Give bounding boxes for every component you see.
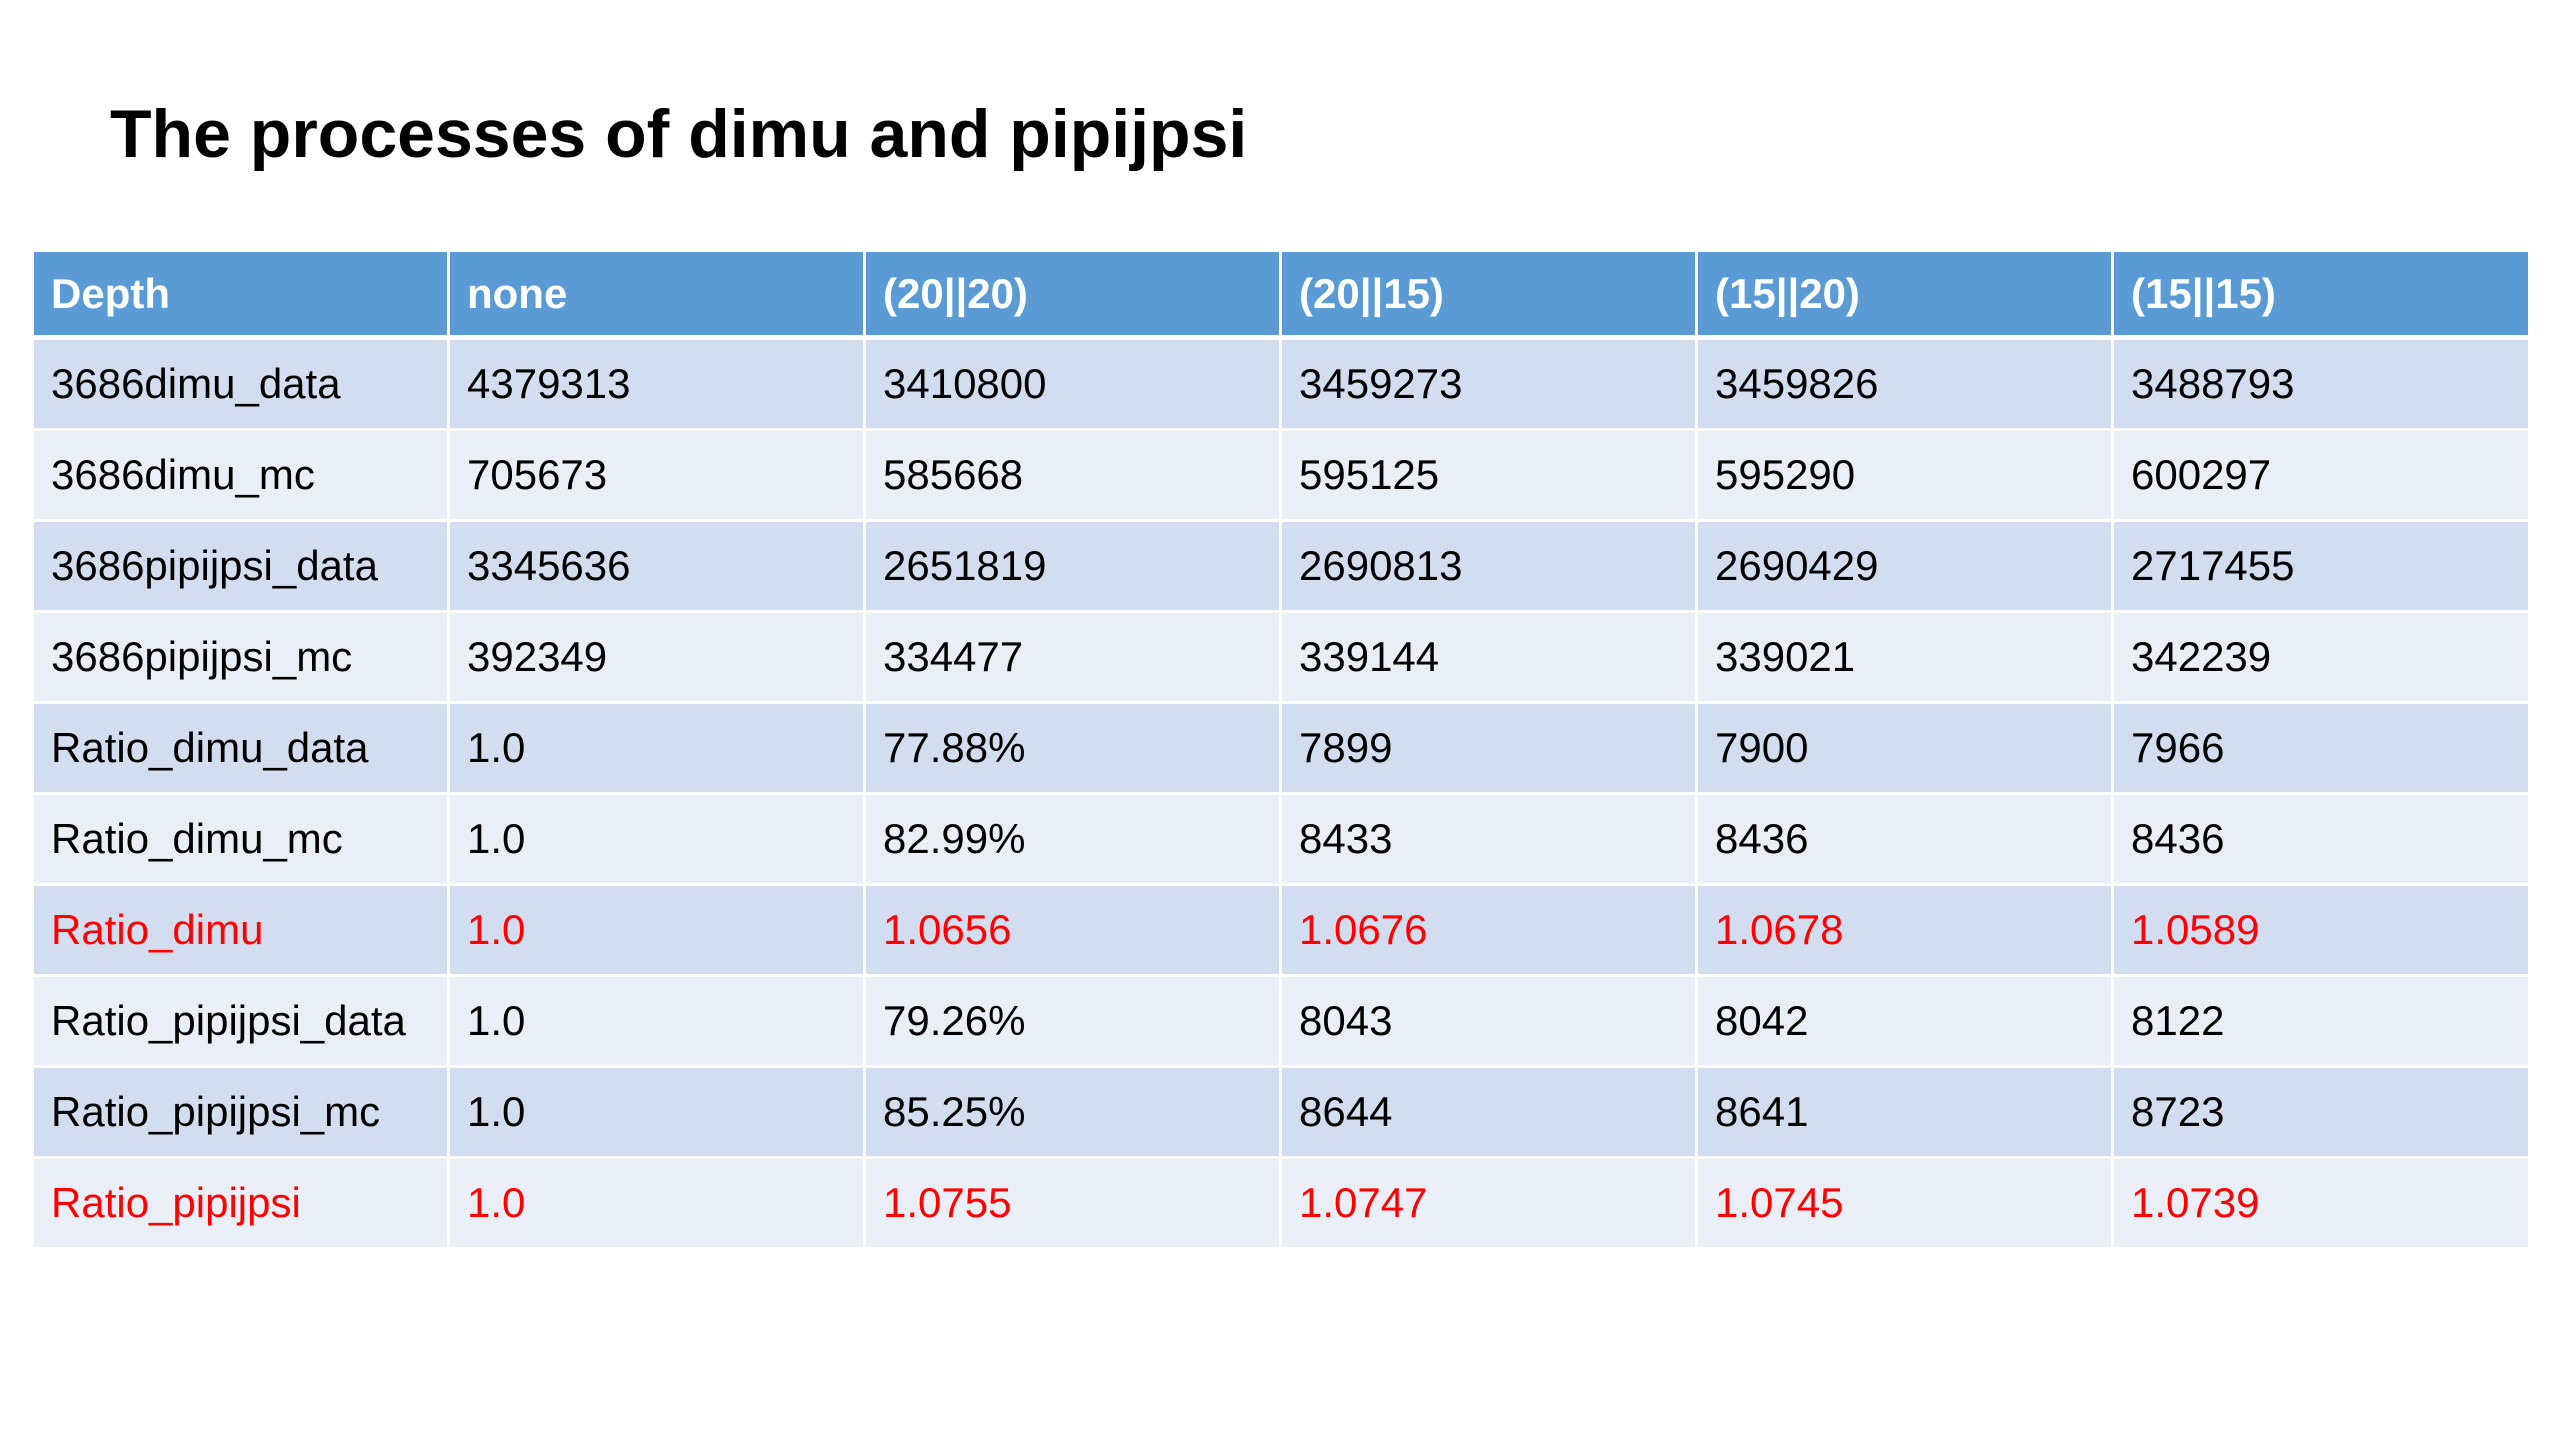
table-cell: 705673	[450, 431, 866, 522]
table-cell: 7899	[1282, 704, 1698, 795]
header-cell: (15||15)	[2114, 252, 2528, 340]
table-cell: 3345636	[450, 522, 866, 613]
table-header-row: Depth none (20||20) (20||15) (15||20) (1…	[34, 252, 2528, 340]
table-cell: 392349	[450, 613, 866, 704]
table-cell: 1.0	[450, 1068, 866, 1159]
row-label: Ratio_pipijpsi_mc	[34, 1068, 450, 1159]
header-cell: (15||20)	[1698, 252, 2114, 340]
table-row: 3686dimu_data 4379313 3410800 3459273 34…	[34, 340, 2528, 431]
row-label: Ratio_pipijpsi	[34, 1159, 450, 1250]
table-cell: 1.0	[450, 977, 866, 1068]
table-row-highlighted: Ratio_pipijpsi 1.0 1.0755 1.0747 1.0745 …	[34, 1159, 2528, 1250]
table-cell: 1.0656	[866, 886, 1282, 977]
row-label: Ratio_dimu_data	[34, 704, 450, 795]
table-cell: 8042	[1698, 977, 2114, 1068]
header-cell: none	[450, 252, 866, 340]
header-cell: (20||20)	[866, 252, 1282, 340]
table-cell: 82.99%	[866, 795, 1282, 886]
table-row: Ratio_pipijpsi_mc 1.0 85.25% 8644 8641 8…	[34, 1068, 2528, 1159]
table-row: Ratio_dimu_mc 1.0 82.99% 8433 8436 8436	[34, 795, 2528, 886]
table-cell: 2651819	[866, 522, 1282, 613]
table-cell: 8723	[2114, 1068, 2528, 1159]
table-cell: 595125	[1282, 431, 1698, 522]
row-label: 3686dimu_mc	[34, 431, 450, 522]
row-label: 3686pipijpsi_data	[34, 522, 450, 613]
table-cell: 8644	[1282, 1068, 1698, 1159]
table-cell: 3488793	[2114, 340, 2528, 431]
table-cell: 600297	[2114, 431, 2528, 522]
header-cell: (20||15)	[1282, 252, 1698, 340]
table-cell: 1.0739	[2114, 1159, 2528, 1250]
table-cell: 8433	[1282, 795, 1698, 886]
row-label: 3686dimu_data	[34, 340, 450, 431]
table-cell: 3459826	[1698, 340, 2114, 431]
table-cell: 595290	[1698, 431, 2114, 522]
table-cell: 1.0	[450, 795, 866, 886]
data-table: Depth none (20||20) (20||15) (15||20) (1…	[34, 252, 2528, 1250]
header-cell: Depth	[34, 252, 450, 340]
table-cell: 1.0745	[1698, 1159, 2114, 1250]
table-cell: 1.0755	[866, 1159, 1282, 1250]
row-label: Ratio_dimu_mc	[34, 795, 450, 886]
table-row: 3686pipijpsi_data 3345636 2651819 269081…	[34, 522, 2528, 613]
table-cell: 1.0676	[1282, 886, 1698, 977]
table-cell: 3410800	[866, 340, 1282, 431]
table-cell: 8436	[1698, 795, 2114, 886]
table-cell: 1.0	[450, 886, 866, 977]
table-row: Ratio_pipijpsi_data 1.0 79.26% 8043 8042…	[34, 977, 2528, 1068]
table-cell: 8641	[1698, 1068, 2114, 1159]
table-cell: 585668	[866, 431, 1282, 522]
table-cell: 2717455	[2114, 522, 2528, 613]
table-cell: 8122	[2114, 977, 2528, 1068]
table-cell: 2690813	[1282, 522, 1698, 613]
table-cell: 4379313	[450, 340, 866, 431]
table-cell: 2690429	[1698, 522, 2114, 613]
table-cell: 3459273	[1282, 340, 1698, 431]
table-cell: 342239	[2114, 613, 2528, 704]
table-row: 3686pipijpsi_mc 392349 334477 339144 339…	[34, 613, 2528, 704]
table-cell: 1.0	[450, 704, 866, 795]
table-cell: 1.0	[450, 1159, 866, 1250]
table-cell: 339021	[1698, 613, 2114, 704]
table-cell: 1.0589	[2114, 886, 2528, 977]
table-cell: 334477	[866, 613, 1282, 704]
table-cell: 1.0747	[1282, 1159, 1698, 1250]
row-label: Ratio_dimu	[34, 886, 450, 977]
table-row-highlighted: Ratio_dimu 1.0 1.0656 1.0676 1.0678 1.05…	[34, 886, 2528, 977]
table-cell: 79.26%	[866, 977, 1282, 1068]
table-cell: 85.25%	[866, 1068, 1282, 1159]
table-cell: 1.0678	[1698, 886, 2114, 977]
table-cell: 339144	[1282, 613, 1698, 704]
table-row: Ratio_dimu_data 1.0 77.88% 7899 7900 796…	[34, 704, 2528, 795]
table-cell: 8043	[1282, 977, 1698, 1068]
table-row: 3686dimu_mc 705673 585668 595125 595290 …	[34, 431, 2528, 522]
slide-title: The processes of dimu and pipijpsi	[110, 96, 1248, 172]
table-cell: 7966	[2114, 704, 2528, 795]
table-cell: 77.88%	[866, 704, 1282, 795]
row-label: Ratio_pipijpsi_data	[34, 977, 450, 1068]
row-label: 3686pipijpsi_mc	[34, 613, 450, 704]
table-cell: 8436	[2114, 795, 2528, 886]
table-cell: 7900	[1698, 704, 2114, 795]
